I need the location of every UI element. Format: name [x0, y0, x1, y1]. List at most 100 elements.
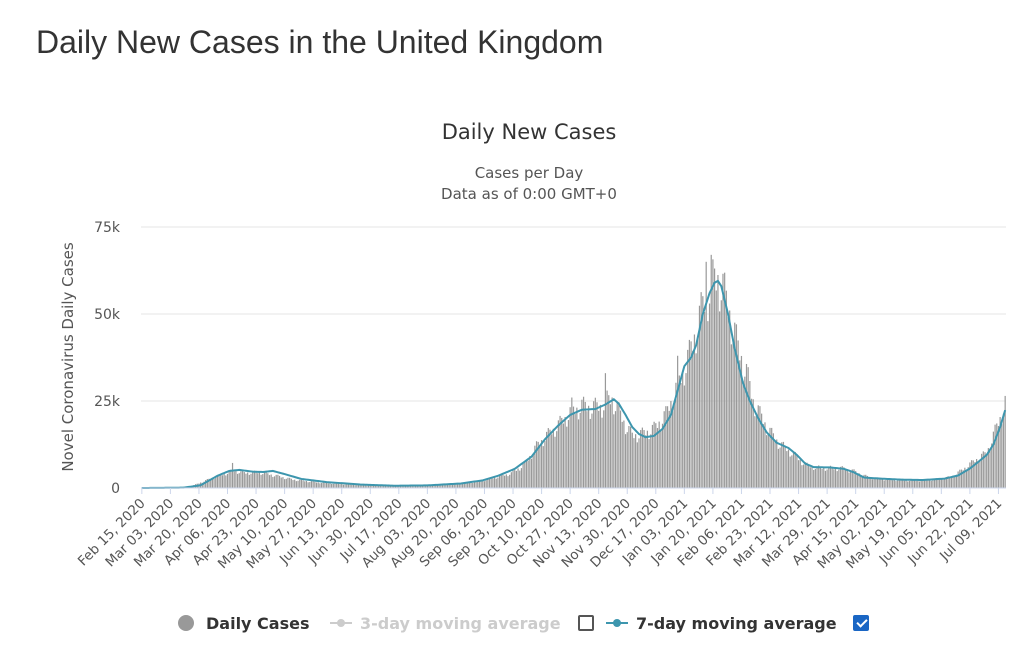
bar[interactable] — [923, 479, 926, 488]
bar[interactable] — [270, 474, 272, 488]
bar[interactable] — [493, 477, 496, 488]
bar[interactable] — [574, 414, 576, 488]
bar[interactable] — [886, 478, 889, 488]
bar[interactable] — [206, 479, 208, 488]
bar[interactable] — [653, 421, 655, 488]
bar[interactable] — [957, 471, 959, 488]
bar[interactable] — [703, 311, 706, 488]
bar[interactable] — [567, 420, 570, 488]
bar[interactable] — [724, 272, 726, 488]
bar[interactable] — [898, 479, 900, 488]
bar[interactable] — [720, 300, 722, 488]
bar[interactable] — [216, 475, 219, 488]
bar[interactable] — [339, 484, 341, 488]
bar[interactable] — [487, 478, 489, 488]
bar[interactable] — [710, 254, 712, 488]
bar[interactable] — [211, 477, 213, 488]
bar[interactable] — [443, 484, 445, 488]
bar[interactable] — [312, 481, 314, 488]
bar[interactable] — [787, 449, 790, 488]
bar[interactable] — [611, 397, 613, 488]
bar[interactable] — [678, 375, 680, 488]
bar[interactable] — [341, 483, 343, 488]
bar[interactable] — [883, 480, 885, 488]
bar[interactable] — [772, 433, 774, 488]
bar[interactable] — [930, 480, 932, 488]
bar[interactable] — [752, 399, 754, 488]
legend-7-day-average[interactable]: 7-day moving average — [606, 608, 837, 638]
bar[interactable] — [275, 474, 277, 488]
bar[interactable] — [468, 482, 470, 488]
bar[interactable] — [218, 474, 220, 488]
bar[interactable] — [601, 417, 603, 488]
bar[interactable] — [614, 411, 617, 488]
bar[interactable] — [549, 429, 551, 488]
bar[interactable] — [556, 431, 558, 488]
bar[interactable] — [319, 483, 321, 488]
bar[interactable] — [893, 479, 895, 488]
bar[interactable] — [670, 401, 672, 488]
bar[interactable] — [310, 481, 313, 488]
bar[interactable] — [982, 451, 984, 488]
bar[interactable] — [530, 458, 533, 488]
bar[interactable] — [799, 459, 801, 488]
bar[interactable] — [965, 469, 968, 488]
bar[interactable] — [430, 484, 432, 488]
bar[interactable] — [522, 463, 524, 488]
bar[interactable] — [386, 485, 388, 488]
bar[interactable] — [811, 466, 813, 488]
bar[interactable] — [910, 479, 912, 488]
bar[interactable] — [477, 480, 479, 488]
bar[interactable] — [446, 484, 449, 488]
bar[interactable] — [532, 453, 534, 488]
bar[interactable] — [374, 485, 376, 488]
bar[interactable] — [730, 344, 732, 488]
bar[interactable] — [695, 353, 697, 488]
bar[interactable] — [297, 480, 299, 488]
bar[interactable] — [942, 479, 944, 488]
bar[interactable] — [238, 473, 240, 488]
bar[interactable] — [418, 485, 420, 488]
bar[interactable] — [814, 468, 816, 488]
bar[interactable] — [863, 474, 865, 488]
bar[interactable] — [325, 482, 328, 488]
bar[interactable] — [761, 413, 763, 488]
bar[interactable] — [322, 482, 324, 488]
bar[interactable] — [959, 469, 961, 488]
bar[interactable] — [564, 417, 566, 488]
bar[interactable] — [989, 450, 991, 488]
bar[interactable] — [745, 363, 748, 488]
bar[interactable] — [497, 477, 499, 488]
bar[interactable] — [324, 482, 326, 488]
bar[interactable] — [856, 473, 858, 488]
bar[interactable] — [344, 484, 346, 488]
bar[interactable] — [922, 479, 924, 488]
bar[interactable] — [235, 470, 237, 488]
bar[interactable] — [604, 373, 607, 488]
bar[interactable] — [480, 481, 482, 488]
bar[interactable] — [263, 472, 266, 488]
bar[interactable] — [648, 439, 650, 488]
bar[interactable] — [599, 404, 601, 488]
bar[interactable] — [996, 423, 998, 488]
bar[interactable] — [717, 275, 719, 488]
bar[interactable] — [517, 468, 519, 488]
bar[interactable] — [740, 355, 743, 488]
bar[interactable] — [804, 462, 806, 488]
bar[interactable] — [571, 397, 573, 488]
bar[interactable] — [542, 446, 544, 488]
bar[interactable] — [737, 340, 739, 488]
bar[interactable] — [848, 472, 850, 488]
bar[interactable] — [633, 438, 635, 488]
bar[interactable] — [628, 425, 630, 488]
bar[interactable] — [598, 410, 600, 488]
bar[interactable] — [401, 486, 403, 488]
bar[interactable] — [307, 482, 309, 488]
bar[interactable] — [566, 426, 568, 488]
bar[interactable] — [396, 485, 398, 488]
bar[interactable] — [918, 481, 921, 488]
bar[interactable] — [369, 485, 371, 488]
bar[interactable] — [944, 478, 946, 488]
bar[interactable] — [651, 424, 654, 488]
bar[interactable] — [986, 454, 988, 488]
